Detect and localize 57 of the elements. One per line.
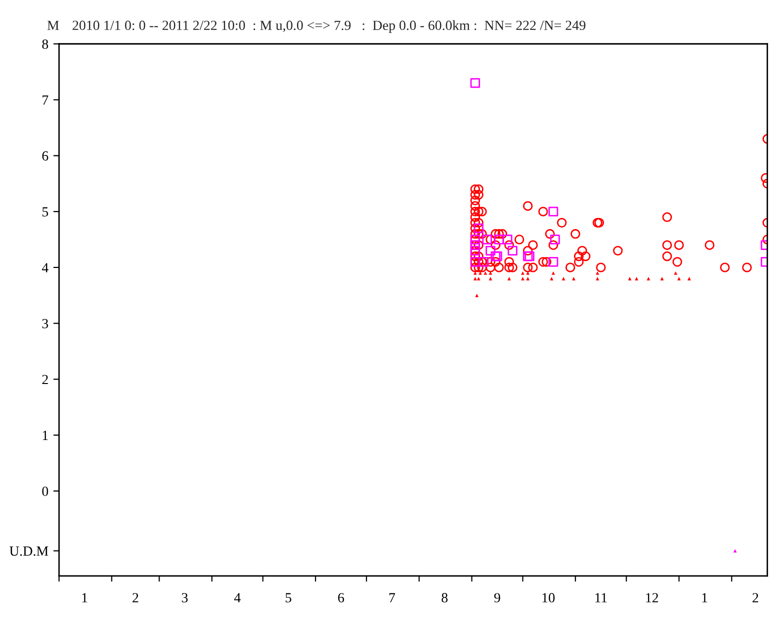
x-tick-label: 12 xyxy=(646,593,658,602)
point xyxy=(486,246,496,256)
point xyxy=(677,276,681,280)
point xyxy=(646,276,650,280)
point xyxy=(634,276,638,280)
point xyxy=(572,276,576,280)
point xyxy=(733,549,737,553)
x-tick-label: 5 xyxy=(286,593,292,602)
point xyxy=(526,276,530,280)
point xyxy=(596,276,600,280)
point xyxy=(550,276,554,280)
point xyxy=(470,78,480,88)
point xyxy=(688,276,691,280)
point xyxy=(660,276,664,280)
x-tick-label: 8 xyxy=(442,593,448,602)
point xyxy=(476,276,480,280)
y-tick-label: 4 xyxy=(42,263,48,272)
point xyxy=(548,257,558,267)
y-tick-label: 6 xyxy=(42,151,48,161)
point xyxy=(628,276,632,280)
point xyxy=(521,276,524,280)
y-tick-label: 0 xyxy=(42,486,48,496)
point xyxy=(482,234,492,244)
y-tick-label: 3 xyxy=(42,318,48,328)
y-tick-label: 8 xyxy=(42,39,48,49)
point xyxy=(507,276,511,280)
x-tick-label: 1 xyxy=(82,593,88,602)
point xyxy=(473,276,477,280)
point xyxy=(475,294,479,298)
x-tick-label: 7 xyxy=(389,593,396,602)
x-tick-label: 4 xyxy=(234,593,241,602)
x-tick-label: 2 xyxy=(132,593,138,602)
x-tick-label: 1 xyxy=(702,593,708,602)
chart-title: 2010 1/1 0: 0 -- 2011 2/22 10:0 : M u,0.0 <=> 7.9 : Dep 0.0 - 60.0km : NN= 222 /N= 249 xyxy=(72,20,586,33)
x-tick-label: 2 xyxy=(752,593,758,602)
y-tick-label: 5 xyxy=(42,207,48,217)
y-tick-label: U.D.M xyxy=(10,546,48,556)
y-tick-label: 2 xyxy=(42,374,48,384)
point xyxy=(552,271,556,275)
x-tick-label: 9 xyxy=(494,593,500,602)
point xyxy=(474,223,484,234)
x-tick-label: 11 xyxy=(595,593,607,602)
point xyxy=(562,276,566,280)
y-tick-label: 7 xyxy=(42,95,48,105)
point xyxy=(484,271,488,275)
point xyxy=(674,271,678,275)
y-tick-label: 1 xyxy=(42,430,48,440)
point xyxy=(488,276,492,280)
point xyxy=(508,246,518,256)
point xyxy=(548,206,558,216)
point xyxy=(550,234,560,244)
point xyxy=(494,234,504,244)
x-tick-label: 6 xyxy=(338,593,344,602)
y-axis-title: M xyxy=(47,20,59,30)
x-tick-label: 3 xyxy=(182,593,188,602)
point xyxy=(502,234,512,244)
x-tick-label: 10 xyxy=(542,593,555,602)
